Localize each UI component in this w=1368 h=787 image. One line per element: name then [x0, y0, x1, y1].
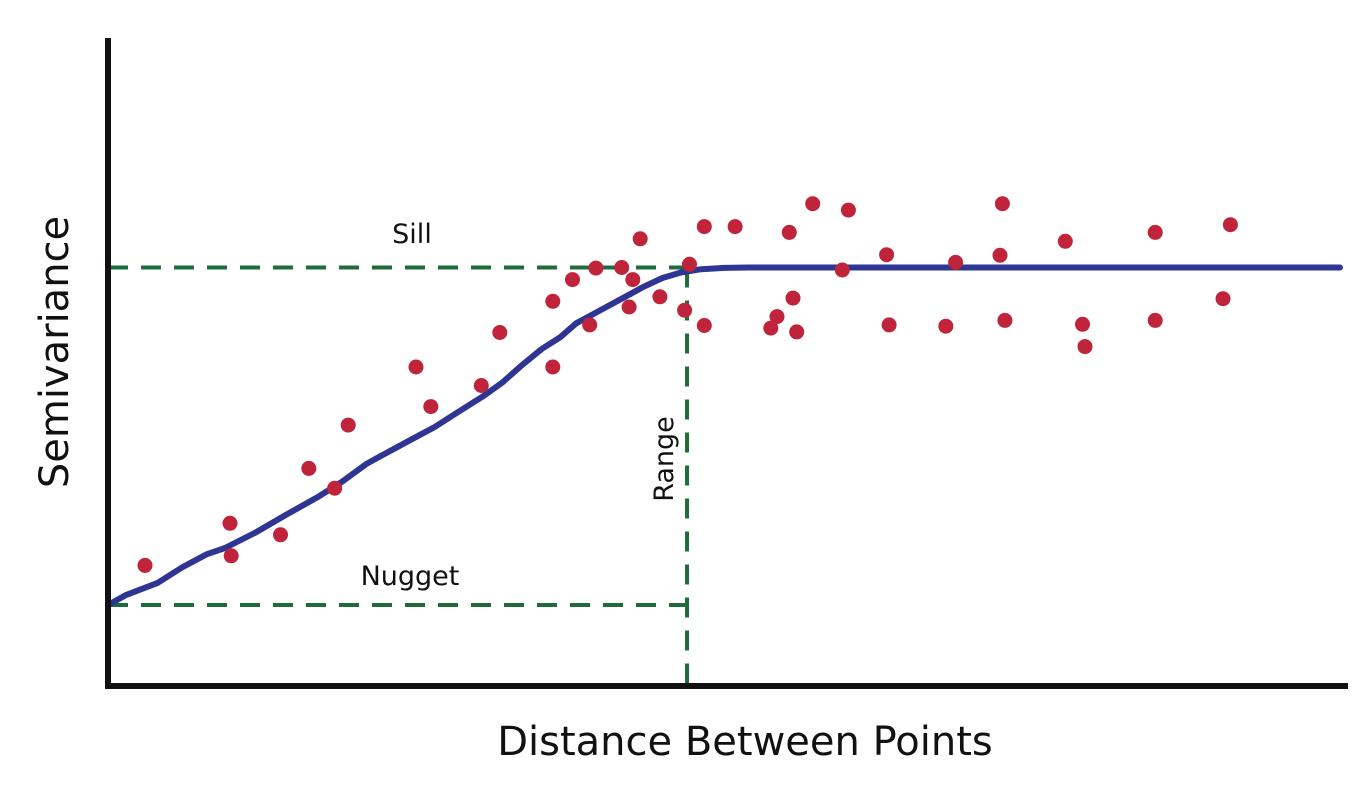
- y-axis-title: Semivariance: [32, 216, 78, 488]
- data-point-6: [340, 417, 356, 433]
- range-label: Range: [649, 416, 680, 502]
- data-point-23: [696, 318, 712, 333]
- data-point-21: [682, 256, 697, 272]
- data-point-28: [781, 224, 797, 240]
- data-point-33: [840, 202, 856, 218]
- sill-label: Sill: [392, 219, 432, 250]
- data-point-17: [625, 272, 641, 288]
- data-point-8: [423, 399, 439, 415]
- data-point-0: [137, 557, 153, 573]
- guide-lines: [108, 265, 690, 686]
- data-point-10: [492, 325, 508, 340]
- data-point-9: [473, 378, 489, 393]
- data-point-1: [222, 515, 238, 531]
- data-point-5: [327, 480, 343, 496]
- data-point-38: [992, 247, 1008, 263]
- fitted-curve: [105, 264, 1343, 608]
- data-point-46: [1222, 217, 1238, 233]
- data-point-13: [565, 272, 580, 288]
- data-point-27: [769, 309, 785, 325]
- data-point-7: [408, 359, 424, 375]
- fitted-curve-layer: [105, 264, 1343, 608]
- data-point-47: [1215, 291, 1231, 307]
- data-point-36: [938, 318, 954, 334]
- axes: [105, 38, 1348, 689]
- data-point-40: [997, 312, 1013, 328]
- data-point-20: [652, 289, 668, 305]
- data-point-45: [1147, 312, 1163, 328]
- data-point-29: [785, 290, 801, 306]
- data-point-43: [1077, 339, 1093, 355]
- data-point-32: [834, 262, 850, 278]
- data-point-16: [614, 260, 630, 275]
- data-point-24: [696, 219, 712, 235]
- data-point-3: [273, 527, 288, 543]
- data-point-31: [805, 196, 821, 212]
- data-point-42: [1075, 316, 1090, 332]
- data-point-30: [789, 324, 805, 340]
- data-point-4: [301, 460, 317, 476]
- data-point-34: [879, 247, 895, 263]
- data-point-41: [1057, 233, 1073, 249]
- data-point-37: [948, 254, 964, 270]
- data-point-35: [881, 317, 897, 333]
- data-point-25: [727, 219, 743, 235]
- data-point-2: [223, 548, 239, 564]
- nugget-label: Nugget: [361, 561, 460, 592]
- data-point-14: [582, 317, 598, 333]
- data-point-12: [545, 293, 561, 309]
- x-axis-title: Distance Between Points: [497, 719, 993, 765]
- data-point-15: [588, 260, 604, 276]
- data-point-39: [994, 196, 1010, 212]
- data-point-44: [1147, 224, 1163, 240]
- data-point-19: [632, 231, 648, 247]
- data-point-26: [763, 320, 779, 336]
- data-points: [137, 196, 1238, 573]
- data-point-22: [677, 302, 693, 318]
- data-point-11: [545, 359, 561, 375]
- data-point-18: [621, 299, 637, 315]
